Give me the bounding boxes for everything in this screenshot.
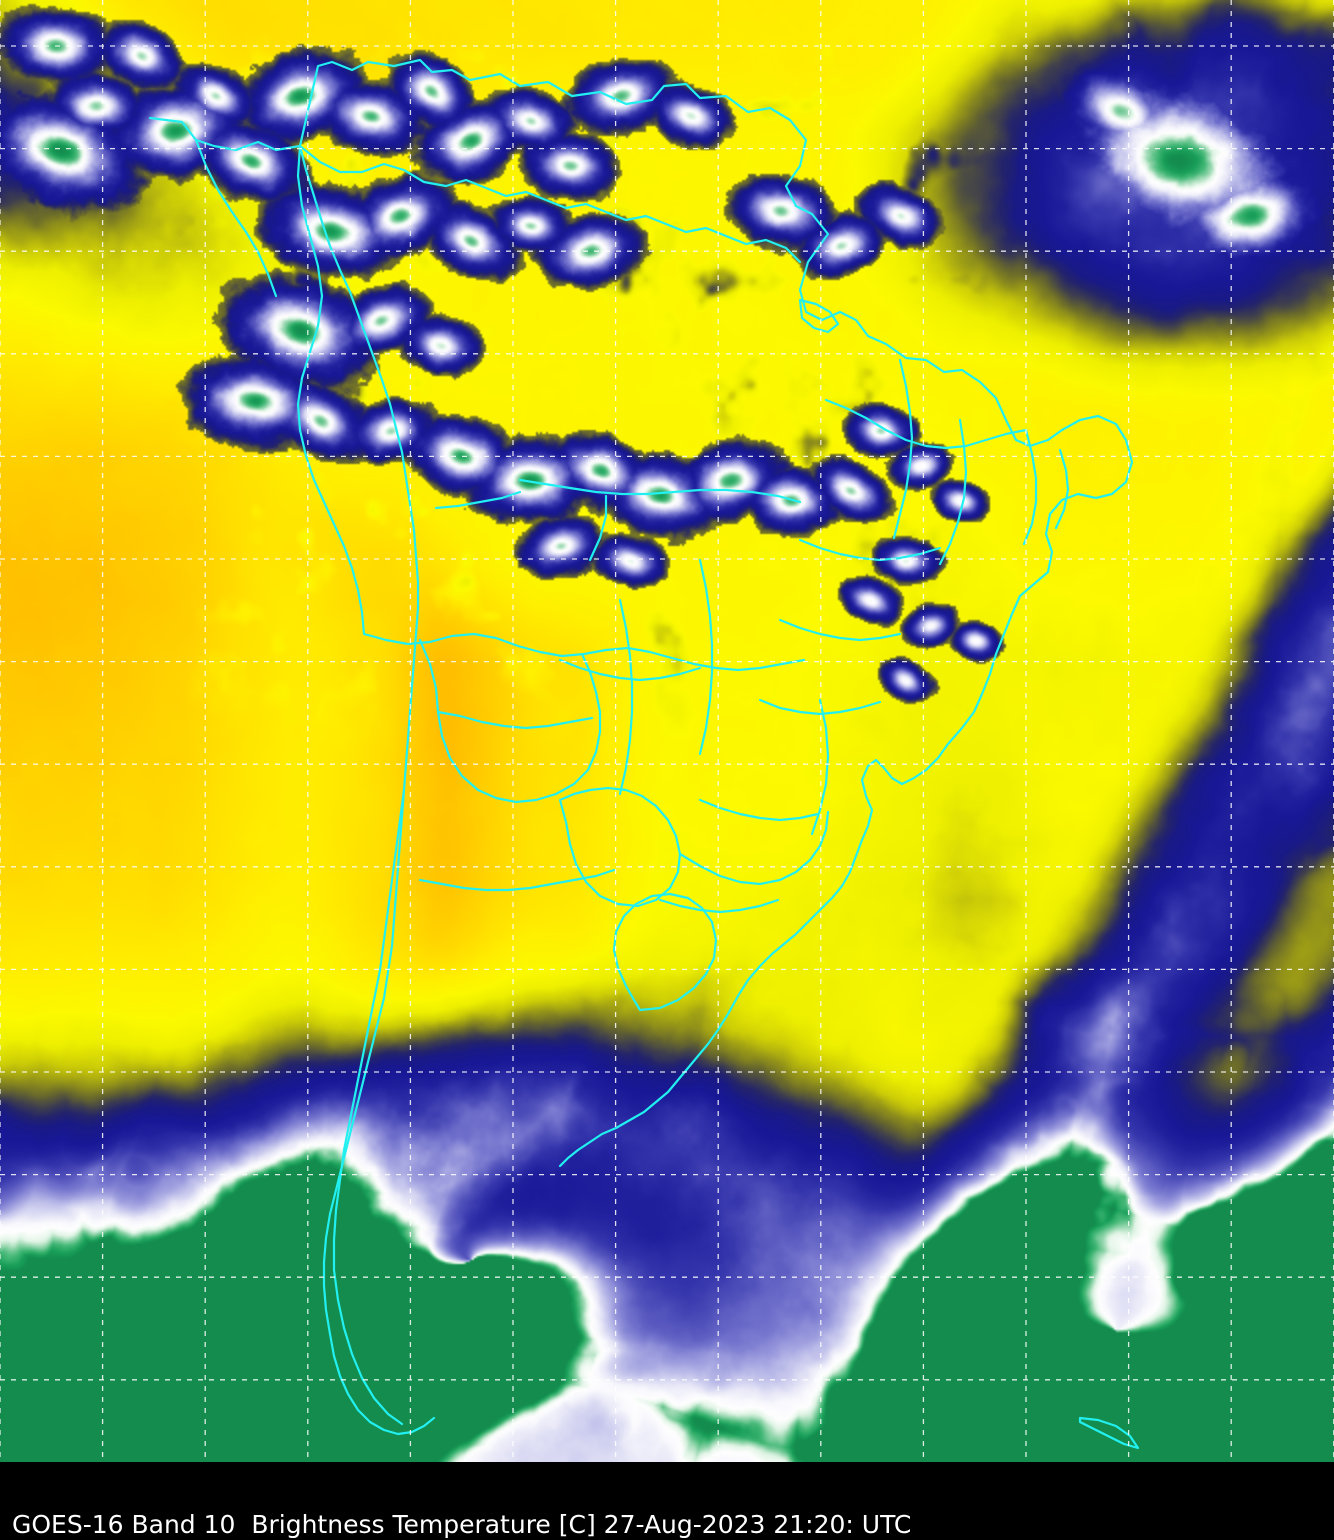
map-path-11 [418, 868, 616, 892]
map-path-20 [758, 698, 882, 716]
map-path-10 [436, 710, 594, 730]
map-path-28 [434, 490, 522, 510]
map-path-9 [612, 892, 718, 1012]
map-path-21 [698, 558, 714, 756]
map-path-31 [798, 298, 840, 334]
map-path-18 [798, 538, 942, 562]
map-path-6 [418, 638, 602, 804]
map-path-23 [558, 658, 702, 682]
map-path-16 [1022, 428, 1038, 546]
map-path-26 [658, 898, 780, 914]
map-path-22 [618, 598, 634, 796]
map-path-30 [1078, 1416, 1140, 1450]
map-path-7 [558, 786, 682, 908]
map-path-5 [362, 632, 806, 672]
map-path-2 [194, 138, 278, 298]
map-path-17 [1054, 448, 1070, 530]
map-vector-overlay [148, 58, 1140, 1450]
map-path-15 [938, 418, 968, 566]
map-path-3 [298, 144, 802, 264]
map-path-0 [148, 58, 1134, 1168]
coastline-border-svg [148, 58, 1140, 1450]
caption-bar: GOES-16 Band 10 Brightness Temperature [… [0, 1462, 1334, 1540]
map-path-12 [332, 788, 406, 1426]
map-path-14 [892, 358, 914, 540]
map-path-1 [298, 144, 436, 1436]
satellite-raster [0, 0, 1334, 1462]
brightness-temperature-raster [0, 0, 1334, 1462]
map-path-19 [778, 618, 902, 642]
map-path-13 [824, 398, 1028, 450]
map-path-4 [296, 144, 366, 636]
map-path-27 [518, 478, 802, 504]
vector-paths [148, 58, 1140, 1450]
map-path-29 [588, 494, 608, 562]
product-caption: GOES-16 Band 10 Brightness Temperature [… [12, 1510, 912, 1539]
map-path-8 [678, 810, 830, 886]
map-path-25 [698, 798, 820, 822]
